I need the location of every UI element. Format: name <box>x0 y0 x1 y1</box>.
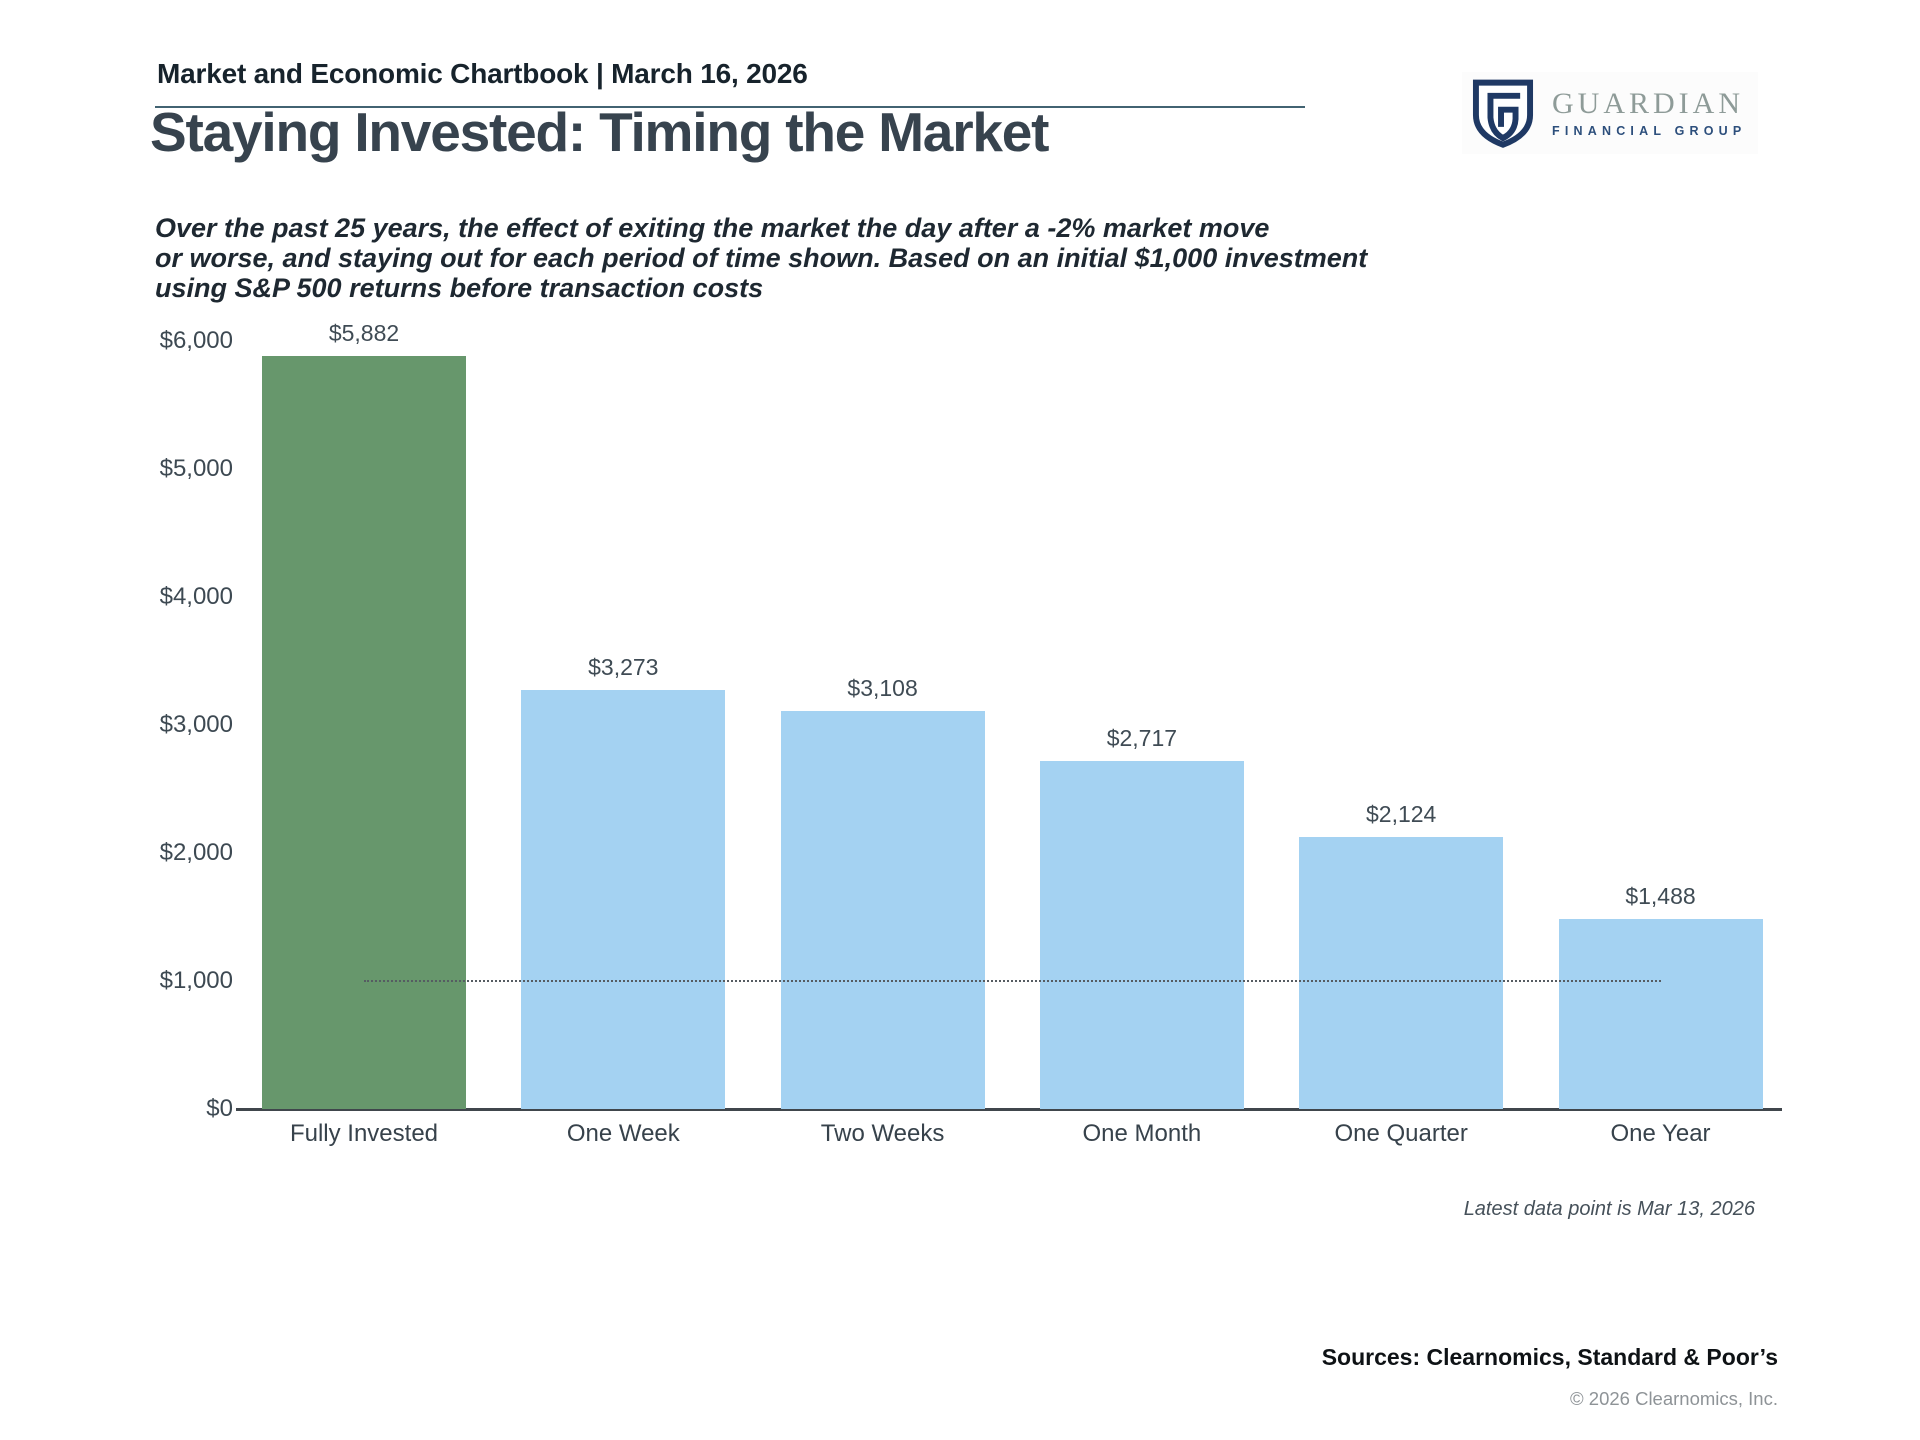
x-axis-category-label: One Week <box>566 1120 680 1147</box>
shield-g-icon <box>1472 79 1534 148</box>
report-header-title: Market and Economic Chartbook | March 16… <box>157 58 808 89</box>
y-axis-tick-label: $0 <box>206 1095 233 1122</box>
bar-one-quarter <box>1299 837 1504 1109</box>
x-axis-category-label: Two Weeks <box>820 1120 945 1147</box>
chart-description-line-3: using S&P 500 returns before transaction… <box>155 273 764 303</box>
y-axis-tick-label: $4,000 <box>159 583 233 610</box>
chart-description-line-2: or worse, and staying out for each perio… <box>155 243 1368 273</box>
bar-one-month <box>1039 761 1244 1109</box>
x-axis-category-label: Fully Invested <box>289 1120 439 1147</box>
chart-description: Over the past 25 years, the effect of ex… <box>155 213 1367 303</box>
bar-two-weeks <box>780 711 985 1109</box>
sources-note: Sources: Clearnomics, Standard & Poor’s <box>1321 1344 1778 1370</box>
logo-wordmark: GUARDIAN FINANCIAL GROUP <box>1552 86 1747 138</box>
latest-data-point-note: Latest data point is Mar 13, 2026 <box>1463 1198 1755 1220</box>
x-axis-category-label: One Year <box>1610 1120 1711 1147</box>
x-axis-line <box>236 1108 1782 1111</box>
bar-one-week <box>521 690 726 1109</box>
initial-investment-reference-line <box>364 980 1661 982</box>
logo-subname: FINANCIAL GROUP <box>1552 123 1747 138</box>
guardian-financial-group-logo: GUARDIAN FINANCIAL GROUP <box>1462 72 1758 154</box>
header-divider <box>155 106 1305 108</box>
y-axis-tick-label: $2,000 <box>159 839 233 866</box>
bar-value-label: $1,488 <box>1625 883 1696 909</box>
y-axis-tick-label: $3,000 <box>159 711 233 738</box>
x-axis-category-label: One Month <box>1082 1120 1202 1147</box>
chart-description-line-1: Over the past 25 years, the effect of ex… <box>155 213 1270 243</box>
bar-value-label: $2,124 <box>1366 801 1437 827</box>
page-title: Staying Invested: Timing the Market <box>150 101 1049 163</box>
bar-value-label: $2,717 <box>1106 725 1178 751</box>
bar-one-year <box>1558 919 1763 1109</box>
logo-name: GUARDIAN <box>1552 86 1744 120</box>
bar-fully-invested <box>262 356 466 1109</box>
y-axis-tick-label: $1,000 <box>159 967 233 994</box>
y-axis-tick-label: $5,000 <box>159 455 233 482</box>
bar-value-label: $3,273 <box>588 654 659 680</box>
bar-value-label: $3,108 <box>847 675 918 701</box>
bar-value-label: $5,882 <box>328 320 400 346</box>
x-axis-category-label: One Quarter <box>1334 1120 1468 1147</box>
y-axis-tick-label: $6,000 <box>159 327 233 354</box>
copyright-note: © 2026 Clearnomics, Inc. <box>1570 1388 1778 1409</box>
